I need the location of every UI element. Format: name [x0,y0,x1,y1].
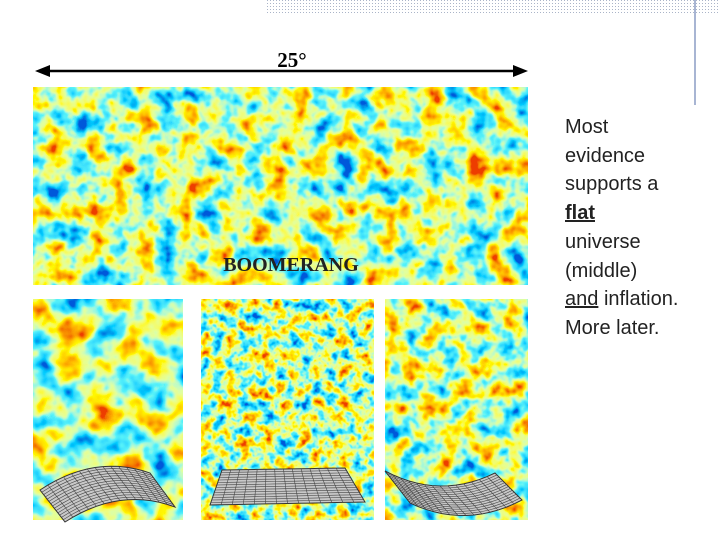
text: supports a [565,173,659,196]
text-line: (middle) [565,257,678,286]
underlined-text: and [565,288,599,311]
mesh-line [126,467,152,501]
text: More later. [565,316,660,339]
text: inflation. [603,288,679,311]
mesh-line [397,486,509,502]
mesh-line [402,492,515,508]
mesh-line [479,479,507,508]
map-label: BOOMERANG [223,254,359,276]
mesh-line [212,494,361,498]
scale-label: 25° [277,48,306,72]
text-line: Most [565,113,678,142]
text: universe [565,230,641,253]
mesh-line [408,497,521,514]
mesh-line [309,468,322,503]
text: evidence [565,144,646,167]
mesh-line [210,499,364,503]
text-line: flat [565,199,678,228]
mesh-line [404,493,517,510]
mesh-line [318,468,333,503]
mesh-line [59,492,170,516]
cmb-map [33,87,528,285]
arrow-head [35,65,50,77]
mesh-line [57,489,168,514]
mesh-surface [384,470,523,517]
text: (middle) [565,259,638,282]
mesh-line [214,489,358,493]
mesh-line [215,484,356,488]
mesh-line [400,490,513,506]
text-line: evidence [565,142,678,171]
mesh-line [291,468,299,504]
mesh-line [211,496,363,501]
mesh-line [110,466,136,500]
mesh-line [215,487,357,491]
mesh-line [471,481,499,511]
mesh-line [55,487,167,511]
mesh-line [300,468,310,504]
mesh-line [463,483,491,513]
mesh-line [118,466,144,501]
mesh-line [63,496,174,520]
mesh-line [61,494,172,518]
mesh-line [54,484,165,509]
mesh-line [102,466,129,500]
mesh-line [486,476,515,505]
bullet-text: Most evidence supports a flat universe (… [565,113,678,343]
text-line: universe [565,228,678,257]
geometry-meshes [39,465,523,523]
mesh-line [406,495,519,512]
text-line: supports a [565,170,678,199]
mesh-line [327,468,344,503]
arrow-head [513,65,528,77]
mesh-line [455,484,483,515]
mesh-line [213,491,360,496]
mesh-line [335,468,355,503]
mesh-line [399,488,511,504]
text-line: More later. [565,314,678,343]
emphasis: flat [565,202,595,225]
decor-band [265,0,720,14]
mesh-line [141,470,168,505]
mesh-line [134,468,160,503]
text: Most [565,116,609,138]
mesh-line [52,482,163,507]
mesh-line [447,485,475,516]
text-line: and inflation. [565,285,678,314]
